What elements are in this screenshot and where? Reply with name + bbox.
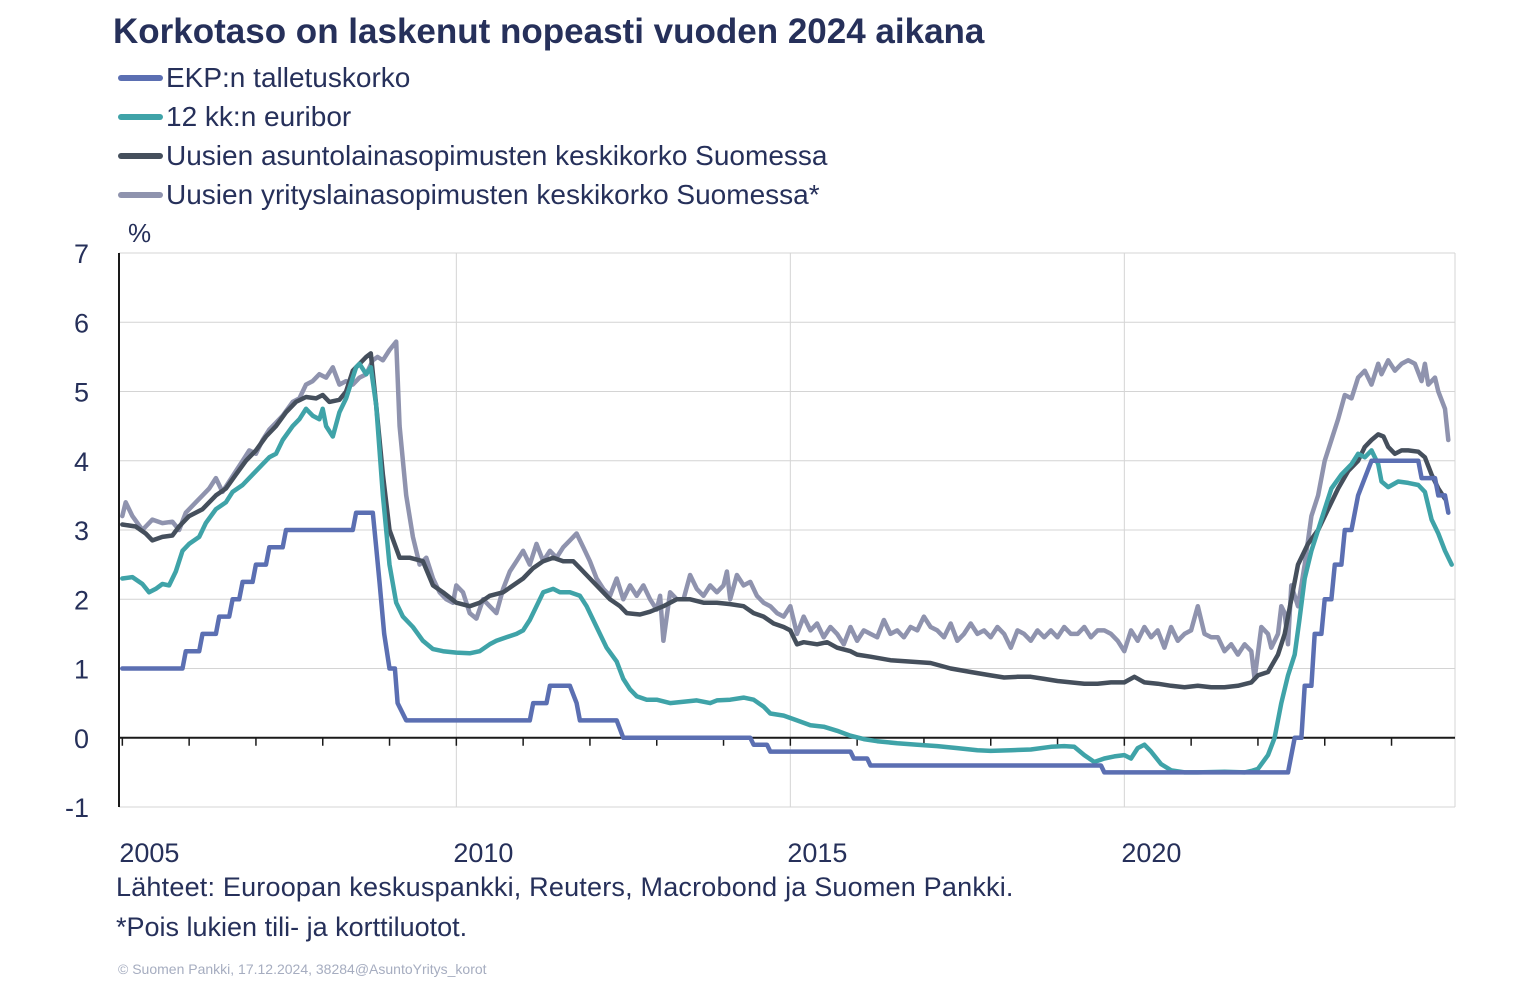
y-tick-label: 2 xyxy=(74,585,89,615)
source-note: Lähteet: Euroopan keskuspankki, Reuters,… xyxy=(116,872,1014,902)
legend-label-corporate-loan-rate: Uusien yrityslainasopimusten keskikorko … xyxy=(166,178,820,210)
series-line-housing-loan-rate xyxy=(120,351,1448,690)
series-line-ecb-deposit-rate xyxy=(120,458,1451,775)
legend-swatch-ecb-deposit-rate xyxy=(118,74,163,81)
y-tick-label: 5 xyxy=(74,378,89,408)
y-axis-unit-label: % xyxy=(128,218,152,248)
legend-label-ecb-deposit-rate: EKP:n talletuskorko xyxy=(166,61,411,93)
footnote: *Pois lukien tili- ja korttiluotot. xyxy=(116,912,468,942)
x-tick-label: 2015 xyxy=(787,838,847,868)
legend-item-euribor-12m: 12 kk:n euribor xyxy=(118,97,827,136)
y-tick-label: -1 xyxy=(65,793,89,823)
legend-swatch-corporate-loan-rate xyxy=(118,191,163,198)
legend-label-housing-loan-rate: Uusien asuntolainasopimusten keskikorko … xyxy=(166,139,828,171)
legend: EKP:n talletuskorko 12 kk:n euribor Uusi… xyxy=(118,58,827,214)
legend-label-euribor-12m: 12 kk:n euribor xyxy=(166,100,352,132)
y-tick-label: 0 xyxy=(74,724,89,754)
x-tick-label: 2010 xyxy=(453,838,513,868)
x-tick-label: 2005 xyxy=(119,838,179,868)
legend-item-ecb-deposit-rate: EKP:n talletuskorko xyxy=(118,58,827,97)
legend-item-housing-loan-rate: Uusien asuntolainasopimusten keskikorko … xyxy=(118,136,827,175)
y-tick-label: 3 xyxy=(74,516,89,546)
legend-item-corporate-loan-rate: Uusien yrityslainasopimusten keskikorko … xyxy=(118,175,827,214)
x-tick-label: 2020 xyxy=(1121,838,1181,868)
copyright: © Suomen Pankki, 17.12.2024, 38284@Asunt… xyxy=(118,961,487,977)
series-line-euribor-12m xyxy=(120,361,1454,775)
chart-title: Korkotaso on laskenut nopeasti vuoden 20… xyxy=(113,12,985,51)
y-tick-label: 7 xyxy=(74,239,89,269)
y-tick-label: 4 xyxy=(74,447,89,477)
y-tick-label: 1 xyxy=(74,655,89,685)
legend-swatch-housing-loan-rate xyxy=(118,152,163,159)
legend-swatch-euribor-12m xyxy=(118,113,163,120)
y-tick-label: 6 xyxy=(74,308,89,338)
